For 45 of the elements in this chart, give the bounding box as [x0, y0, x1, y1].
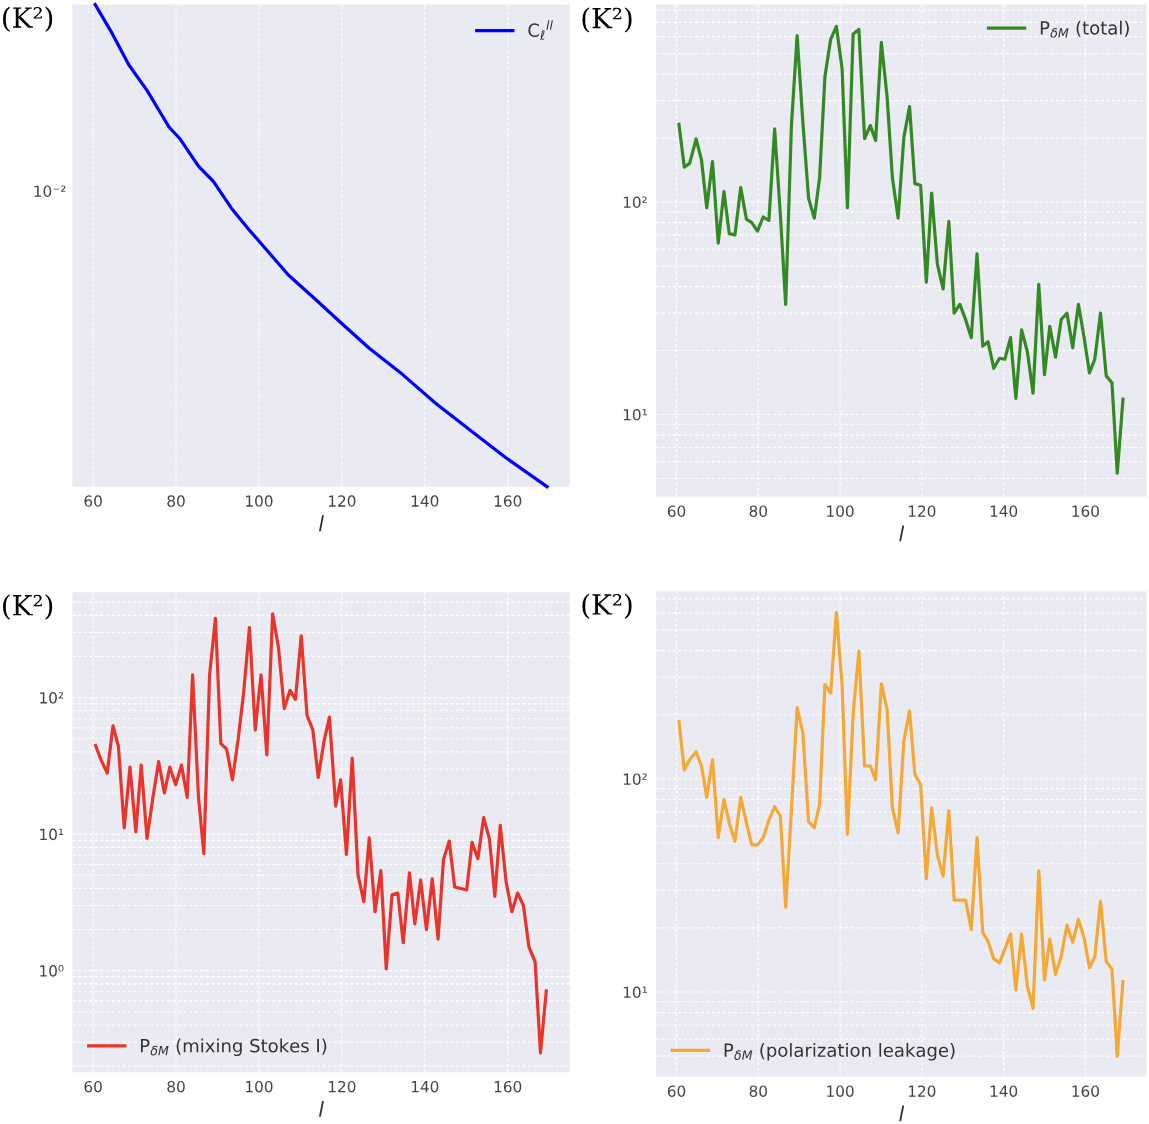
y-tick-label: 10¹	[623, 986, 647, 999]
x-tick-label: 160	[494, 495, 522, 507]
y-axis-title: (K²)	[3, 594, 53, 620]
x-axis-title: l	[899, 1105, 905, 1122]
x-tick-label: 120	[328, 1080, 356, 1093]
legend-label: P$_{δM}$ (total)	[1040, 20, 1129, 38]
y-tick-label: 10²	[623, 773, 647, 785]
x-tick-label: 160	[1072, 505, 1099, 517]
y-tick-label: 10¹	[623, 408, 647, 421]
legend-label: P$_{δM}$ (polarization leakage)	[724, 1043, 955, 1061]
y-axis-title: (K²)	[582, 7, 632, 33]
x-tick-label: 80	[749, 1085, 767, 1097]
x-tick-label: 60	[84, 495, 102, 507]
x-tick-label: 120	[908, 505, 936, 517]
x-tick-label: 160	[1072, 1085, 1099, 1097]
x-tick-label: 100	[246, 1080, 273, 1093]
x-tick-label: 140	[990, 1085, 1018, 1097]
x-tick-label: 80	[167, 495, 185, 507]
y-axis-title: (K²)	[3, 6, 53, 32]
x-tick-label: 60	[667, 505, 686, 517]
y-tick-label: 10²	[40, 692, 64, 704]
x-tick-label: 160	[494, 1080, 522, 1093]
x-tick-label: 60	[667, 1085, 686, 1097]
x-tick-label: 100	[827, 1085, 854, 1097]
x-tick-label: 100	[827, 505, 854, 517]
x-tick-label: 100	[246, 495, 273, 507]
y-tick-label: 10¹	[40, 828, 64, 841]
x-axis-title: l	[318, 515, 324, 532]
x-tick-label: 140	[990, 505, 1018, 517]
legend-label: C$_{ℓ}$$^{ll}$	[528, 20, 553, 40]
x-tick-label: 140	[411, 1080, 439, 1093]
line-series	[94, 612, 548, 1055]
y-axis-title: (K²)	[582, 593, 632, 619]
x-tick-label: 60	[84, 1080, 102, 1093]
y-tick-label: 10²	[623, 196, 647, 209]
legend-label: P$_{δM}$ (mixing Stokes I)	[140, 1038, 327, 1057]
x-axis-title: l	[899, 525, 905, 542]
x-tick-label: 80	[167, 1080, 185, 1093]
x-axis-title: l	[318, 1100, 324, 1117]
x-tick-label: 120	[328, 495, 356, 507]
x-tick-label: 140	[411, 495, 439, 507]
x-tick-label: 80	[749, 505, 767, 517]
text: 10⁻²	[34, 185, 66, 197]
y-tick-label: 10⁰	[40, 965, 64, 977]
x-tick-label: 120	[908, 1085, 936, 1097]
